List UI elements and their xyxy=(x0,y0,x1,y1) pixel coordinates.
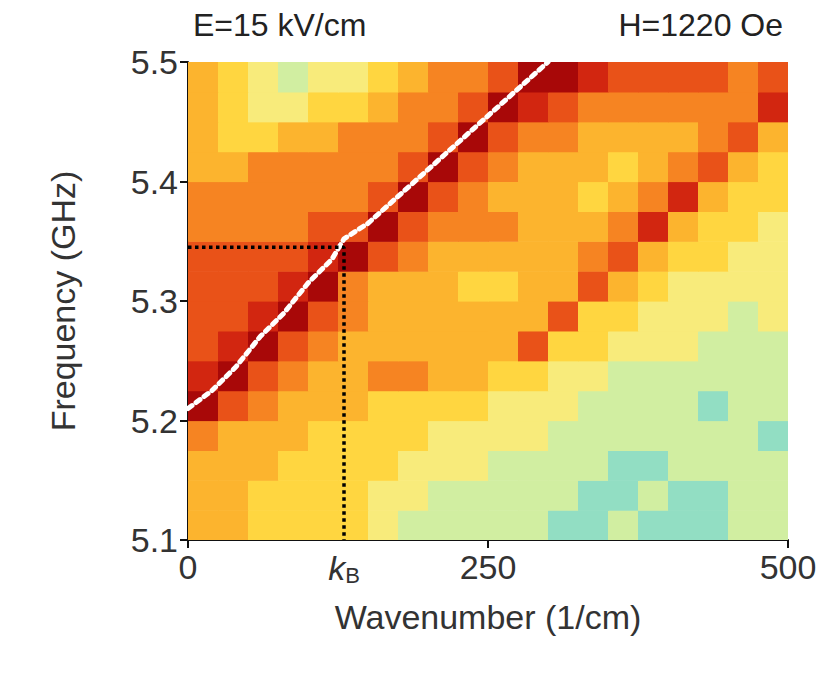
svg-text:Frequency (GHz): Frequency (GHz) xyxy=(44,171,82,432)
svg-text:5.1: 5.1 xyxy=(131,521,178,559)
svg-text:5.4: 5.4 xyxy=(131,163,178,201)
svg-text:B: B xyxy=(345,563,360,588)
svg-text:500: 500 xyxy=(760,548,817,586)
svg-text:0: 0 xyxy=(179,548,198,586)
svg-text:5.2: 5.2 xyxy=(131,402,178,440)
svg-text:k: k xyxy=(328,549,346,587)
svg-text:E=15 kV/cm: E=15 kV/cm xyxy=(193,7,366,43)
svg-text:5.3: 5.3 xyxy=(131,282,178,320)
svg-text:250: 250 xyxy=(460,548,517,586)
svg-text:Wavenumber (1/cm): Wavenumber (1/cm) xyxy=(335,598,642,636)
svg-text:5.5: 5.5 xyxy=(131,43,178,81)
svg-text:H=1220 Oe: H=1220 Oe xyxy=(618,7,783,43)
